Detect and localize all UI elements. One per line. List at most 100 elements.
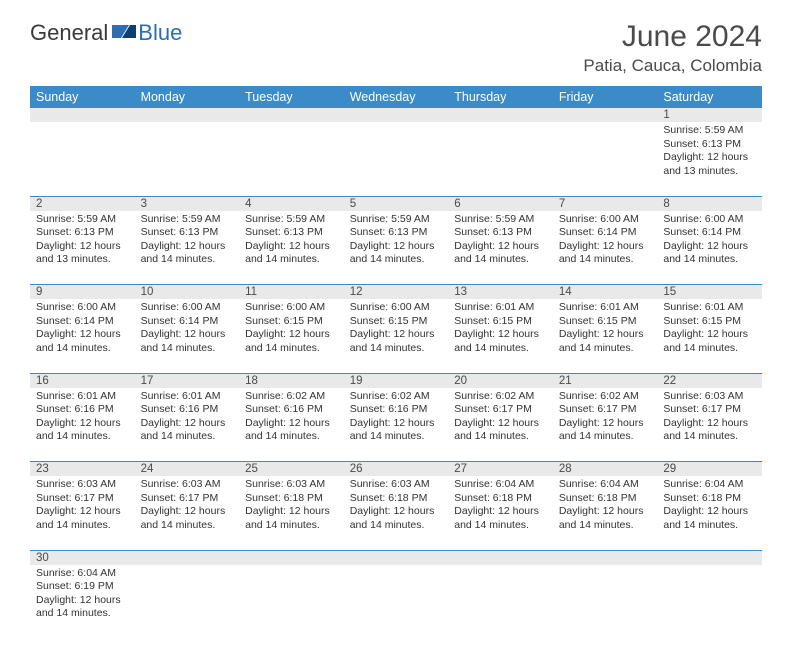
day-cell: [239, 565, 344, 639]
calendar-body: 1Sunrise: 5:59 AMSunset: 6:13 PMDaylight…: [30, 108, 762, 639]
day-cell: Sunrise: 6:01 AMSunset: 6:16 PMDaylight:…: [135, 388, 240, 462]
day-number-row: 16171819202122: [30, 373, 762, 388]
day-number-cell: 9: [30, 285, 135, 300]
day-number-cell: [448, 108, 553, 122]
day-details: Sunrise: 6:02 AMSunset: 6:17 PMDaylight:…: [553, 388, 658, 449]
day-content-row: Sunrise: 6:04 AMSunset: 6:19 PMDaylight:…: [30, 565, 762, 639]
day-number-cell: 15: [657, 285, 762, 300]
day-cell: [553, 565, 658, 639]
weekday-header: Tuesday: [239, 86, 344, 108]
flag-icon: [112, 22, 136, 45]
day-cell: Sunrise: 6:03 AMSunset: 6:17 PMDaylight:…: [657, 388, 762, 462]
day-content-row: Sunrise: 5:59 AMSunset: 6:13 PMDaylight:…: [30, 122, 762, 196]
day-cell: Sunrise: 6:04 AMSunset: 6:18 PMDaylight:…: [448, 476, 553, 550]
day-number-cell: 19: [344, 373, 449, 388]
day-number-cell: 17: [135, 373, 240, 388]
location-label: Patia, Cauca, Colombia: [583, 56, 762, 76]
day-cell: [344, 565, 449, 639]
day-details: Sunrise: 6:00 AMSunset: 6:14 PMDaylight:…: [657, 211, 762, 272]
day-number-cell: 2: [30, 196, 135, 211]
title-block: June 2024 Patia, Cauca, Colombia: [583, 20, 762, 76]
day-number-cell: [239, 108, 344, 122]
day-cell: [657, 565, 762, 639]
day-cell: Sunrise: 5:59 AMSunset: 6:13 PMDaylight:…: [135, 211, 240, 285]
weekday-header: Monday: [135, 86, 240, 108]
day-number-cell: 20: [448, 373, 553, 388]
day-number-cell: 21: [553, 373, 658, 388]
day-number-cell: [135, 108, 240, 122]
logo-text-general: General: [30, 20, 108, 46]
day-cell: Sunrise: 6:03 AMSunset: 6:17 PMDaylight:…: [135, 476, 240, 550]
day-number-cell: 18: [239, 373, 344, 388]
day-details: Sunrise: 5:59 AMSunset: 6:13 PMDaylight:…: [239, 211, 344, 272]
day-content-row: Sunrise: 6:00 AMSunset: 6:14 PMDaylight:…: [30, 299, 762, 373]
calendar-page: General Blue June 2024 Patia, Cauca, Col…: [0, 0, 792, 659]
day-cell: Sunrise: 6:00 AMSunset: 6:14 PMDaylight:…: [553, 211, 658, 285]
day-details: Sunrise: 6:03 AMSunset: 6:18 PMDaylight:…: [239, 476, 344, 537]
day-number-cell: 7: [553, 196, 658, 211]
day-number-cell: 12: [344, 285, 449, 300]
day-details: Sunrise: 6:01 AMSunset: 6:16 PMDaylight:…: [135, 388, 240, 449]
day-cell: Sunrise: 5:59 AMSunset: 6:13 PMDaylight:…: [344, 211, 449, 285]
day-cell: Sunrise: 6:02 AMSunset: 6:16 PMDaylight:…: [344, 388, 449, 462]
day-details: Sunrise: 6:04 AMSunset: 6:18 PMDaylight:…: [448, 476, 553, 537]
day-details: Sunrise: 6:03 AMSunset: 6:17 PMDaylight:…: [657, 388, 762, 449]
day-number-cell: [344, 550, 449, 565]
day-content-row: Sunrise: 5:59 AMSunset: 6:13 PMDaylight:…: [30, 211, 762, 285]
day-number-cell: 24: [135, 462, 240, 477]
day-number-row: 9101112131415: [30, 285, 762, 300]
day-details: Sunrise: 6:04 AMSunset: 6:18 PMDaylight:…: [553, 476, 658, 537]
weekday-header: Sunday: [30, 86, 135, 108]
day-number-cell: 28: [553, 462, 658, 477]
day-cell: Sunrise: 6:03 AMSunset: 6:18 PMDaylight:…: [239, 476, 344, 550]
day-cell: Sunrise: 5:59 AMSunset: 6:13 PMDaylight:…: [448, 211, 553, 285]
day-number-cell: 23: [30, 462, 135, 477]
logo-text-blue: Blue: [138, 20, 182, 46]
day-number-cell: 1: [657, 108, 762, 122]
day-number-row: 30: [30, 550, 762, 565]
day-number-row: 1: [30, 108, 762, 122]
day-number-cell: 11: [239, 285, 344, 300]
day-number-cell: 30: [30, 550, 135, 565]
day-number-cell: 29: [657, 462, 762, 477]
day-cell: Sunrise: 6:02 AMSunset: 6:16 PMDaylight:…: [239, 388, 344, 462]
day-cell: Sunrise: 6:00 AMSunset: 6:14 PMDaylight:…: [30, 299, 135, 373]
day-cell: [239, 122, 344, 196]
day-details: Sunrise: 6:03 AMSunset: 6:17 PMDaylight:…: [135, 476, 240, 537]
day-number-cell: [239, 550, 344, 565]
weekday-header: Thursday: [448, 86, 553, 108]
weekday-row: SundayMondayTuesdayWednesdayThursdayFrid…: [30, 86, 762, 108]
day-cell: Sunrise: 6:01 AMSunset: 6:16 PMDaylight:…: [30, 388, 135, 462]
day-details: Sunrise: 5:59 AMSunset: 6:13 PMDaylight:…: [344, 211, 449, 272]
day-details: Sunrise: 6:03 AMSunset: 6:18 PMDaylight:…: [344, 476, 449, 537]
day-cell: Sunrise: 5:59 AMSunset: 6:13 PMDaylight:…: [657, 122, 762, 196]
day-details: Sunrise: 6:00 AMSunset: 6:15 PMDaylight:…: [344, 299, 449, 360]
day-details: Sunrise: 5:59 AMSunset: 6:13 PMDaylight:…: [30, 211, 135, 272]
day-details: Sunrise: 6:02 AMSunset: 6:16 PMDaylight:…: [344, 388, 449, 449]
day-cell: Sunrise: 6:01 AMSunset: 6:15 PMDaylight:…: [657, 299, 762, 373]
day-cell: Sunrise: 6:01 AMSunset: 6:15 PMDaylight:…: [448, 299, 553, 373]
day-number-cell: 8: [657, 196, 762, 211]
day-number-cell: [30, 108, 135, 122]
calendar-head: SundayMondayTuesdayWednesdayThursdayFrid…: [30, 86, 762, 108]
day-details: Sunrise: 6:01 AMSunset: 6:16 PMDaylight:…: [30, 388, 135, 449]
day-number-cell: [657, 550, 762, 565]
day-details: Sunrise: 6:00 AMSunset: 6:15 PMDaylight:…: [239, 299, 344, 360]
day-number-cell: [448, 550, 553, 565]
weekday-header: Wednesday: [344, 86, 449, 108]
day-number-cell: 14: [553, 285, 658, 300]
day-content-row: Sunrise: 6:01 AMSunset: 6:16 PMDaylight:…: [30, 388, 762, 462]
day-cell: Sunrise: 6:01 AMSunset: 6:15 PMDaylight:…: [553, 299, 658, 373]
day-cell: Sunrise: 6:04 AMSunset: 6:19 PMDaylight:…: [30, 565, 135, 639]
day-cell: Sunrise: 6:00 AMSunset: 6:14 PMDaylight:…: [657, 211, 762, 285]
day-number-cell: 6: [448, 196, 553, 211]
day-cell: [135, 565, 240, 639]
day-cell: Sunrise: 6:03 AMSunset: 6:17 PMDaylight:…: [30, 476, 135, 550]
day-details: Sunrise: 6:02 AMSunset: 6:16 PMDaylight:…: [239, 388, 344, 449]
day-number-cell: 27: [448, 462, 553, 477]
day-number-cell: 5: [344, 196, 449, 211]
day-details: Sunrise: 6:01 AMSunset: 6:15 PMDaylight:…: [448, 299, 553, 360]
day-cell: Sunrise: 6:02 AMSunset: 6:17 PMDaylight:…: [448, 388, 553, 462]
calendar-table: SundayMondayTuesdayWednesdayThursdayFrid…: [30, 86, 762, 639]
day-cell: Sunrise: 6:00 AMSunset: 6:15 PMDaylight:…: [344, 299, 449, 373]
